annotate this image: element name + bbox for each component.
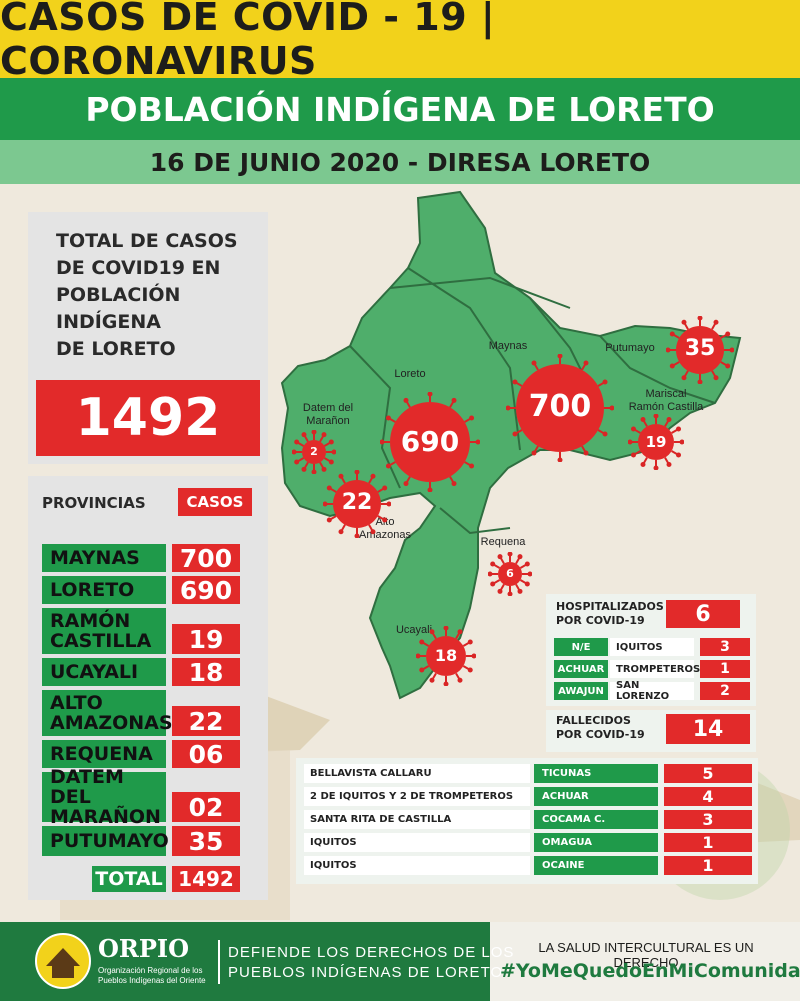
- virus-icon: [380, 392, 480, 492]
- map-label-mariscal: Mariscal Ramón Castilla: [628, 388, 704, 413]
- fall-value: 3: [664, 810, 752, 829]
- virus-icon: [506, 354, 614, 462]
- hosp-value: 1: [700, 660, 750, 678]
- fall-value: 1: [664, 833, 752, 852]
- fall-group: TICUNAS: [534, 764, 658, 783]
- footer-right: [490, 922, 800, 1001]
- virus-icon: [416, 626, 476, 686]
- fall-place: IQUITOS: [304, 856, 530, 875]
- orpio-logo-icon: [35, 933, 91, 989]
- footer-hashtag: #YoMeQuedoEnMiComunidad: [500, 960, 800, 982]
- hospitalizados-value: 6: [666, 600, 740, 628]
- hosp-place: IQUITOS: [610, 638, 694, 656]
- virus-icon: [292, 430, 336, 474]
- footer-right-line: LA SALUD INTERCULTURAL ES UN DERECHO: [538, 940, 754, 970]
- virus-count: 22: [341, 490, 373, 516]
- fall-value: 4: [664, 787, 752, 806]
- hosp-place: TROMPETEROS: [610, 660, 700, 678]
- footer-divider: [218, 940, 220, 984]
- fall-place: SANTA RITA DE CASTILLA: [304, 810, 530, 829]
- map-label-loreto: Loreto: [394, 368, 426, 380]
- hosp-value: 3: [700, 638, 750, 656]
- province-name: REQUENA: [42, 740, 166, 768]
- map-label-ucayali: Ucayali: [395, 624, 433, 636]
- province-value: 06: [172, 740, 240, 769]
- total-label-line: DE COVID19 EN: [56, 257, 221, 279]
- total-label-line: TOTAL DE CASOS: [56, 230, 238, 252]
- header-subtitle-bar: POBLACIÓN INDÍGENA DE LORETO: [0, 78, 800, 140]
- hosp-value: 2: [700, 682, 750, 700]
- province-name: LORETO: [42, 576, 166, 604]
- hospitalizados-label: HOSPITALIZADOS POR COVID-19: [556, 600, 664, 627]
- province-value: 690: [172, 576, 240, 605]
- hosp-group: N/E: [554, 638, 608, 656]
- header-subtitle: POBLACIÓN INDÍGENA DE LORETO: [85, 89, 715, 129]
- total-label: TOTAL DE CASOS DE COVID19 EN POBLACIÓN I…: [56, 228, 256, 363]
- province-value: 19: [172, 624, 240, 654]
- virus-icon: [323, 470, 391, 538]
- fall-group: OCAINE: [534, 856, 658, 875]
- hosp-place: SAN LORENZO: [610, 680, 694, 702]
- fallecidos-label: FALLECIDOS POR COVID-19: [556, 714, 645, 741]
- map-label-putumayo: Putumayo: [605, 342, 655, 354]
- virus-count: 35: [684, 336, 716, 362]
- header-date-bar: 16 DE JUNIO 2020 - DIRESA LORETO: [0, 140, 800, 184]
- virus-count: 18: [434, 646, 458, 666]
- virus-count: 19: [645, 432, 667, 451]
- province-value: 02: [172, 792, 240, 822]
- province-name: UCAYALI: [42, 658, 166, 686]
- hosp-group: AWAJUN: [554, 682, 608, 700]
- map-label-datem: Datem del Marañon: [302, 402, 354, 427]
- province-name: DATEM DEL MARAÑON: [42, 767, 166, 827]
- province-name: ALTO AMAZONAS: [42, 690, 173, 736]
- provincias-header: PROVINCIAS: [42, 494, 146, 512]
- province-value: 18: [172, 658, 240, 687]
- fall-place: 2 DE IQUITOS Y 2 DE TROMPETEROS: [304, 787, 530, 806]
- org-full-name: Organización Regional de los Pueblos Ind…: [98, 966, 206, 985]
- total-label-line: POBLACIÓN: [56, 284, 181, 306]
- org-name: ORPIO: [98, 934, 190, 963]
- total-label-line: DE LORETO: [56, 338, 176, 360]
- map-label-maynas: Maynas: [488, 340, 528, 352]
- fall-value: 1: [664, 856, 752, 875]
- virus-count: 700: [528, 389, 592, 425]
- total-label-line: INDÍGENA: [56, 311, 161, 333]
- province-name: RAMÓN CASTILLA: [42, 608, 166, 654]
- header-title: CASOS DE COVID - 19 | CORONAVIRUS: [0, 0, 496, 83]
- virus-count: 6: [506, 567, 514, 581]
- province-name: MAYNAS: [42, 544, 166, 572]
- casos-header: CASOS: [178, 488, 252, 516]
- total-value: 1492: [36, 380, 260, 456]
- province-name: PUTUMAYO: [42, 826, 169, 856]
- provinces-total-value: 1492: [172, 866, 240, 892]
- hosp-group: ACHUAR: [554, 660, 608, 678]
- fall-value: 5: [664, 764, 752, 783]
- header-title-bar: CASOS DE COVID - 19 | CORONAVIRUS: [0, 0, 800, 83]
- fall-place: BELLAVISTA CALLARU: [304, 764, 530, 783]
- fall-group: OMAGUA: [534, 833, 658, 852]
- virus-count: 2: [310, 445, 318, 459]
- fall-place: IQUITOS: [304, 833, 530, 852]
- map-label-requena: Requena: [480, 536, 526, 548]
- virus-icon: [488, 552, 532, 596]
- slogan-line-1: DEFIENDE LOS DERECHOS DE LOS: [228, 944, 515, 961]
- fallecidos-value: 14: [666, 714, 750, 744]
- virus-icon: [628, 414, 684, 470]
- slogan-line-2: PUEBLOS INDÍGENAS DE LORETO: [228, 964, 504, 981]
- province-value: 35: [172, 826, 240, 856]
- province-value: 22: [172, 706, 240, 736]
- fall-group: COCAMA C.: [534, 810, 658, 829]
- fall-group: ACHUAR: [534, 787, 658, 806]
- header-date: 16 DE JUNIO 2020 - DIRESA LORETO: [149, 147, 651, 177]
- virus-icon: [666, 316, 734, 384]
- provinces-total-label: TOTAL: [92, 866, 166, 892]
- virus-count: 690: [400, 424, 460, 458]
- province-value: 700: [172, 544, 240, 573]
